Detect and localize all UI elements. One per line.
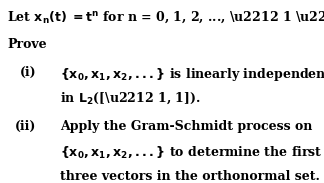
Text: in $\bf{L_2}$([\u2212 1, 1]).: in $\bf{L_2}$([\u2212 1, 1]). (60, 91, 201, 106)
Text: Let $\bf{x}_n\bf{(t)\ =t}^n$ for n = 0, 1, 2, ..., \u2212 1 \u2264 t \u2264 1.: Let $\bf{x}_n\bf{(t)\ =t}^n$ for n = 0, … (7, 9, 324, 25)
Text: Prove: Prove (7, 38, 47, 51)
Text: (i): (i) (19, 66, 36, 79)
Text: (ii): (ii) (15, 120, 36, 133)
Text: three vectors in the orthonormal set.: three vectors in the orthonormal set. (60, 170, 320, 183)
Text: $\bf{\{x_0, x_1, x_2, ...\}}$ is linearly independent: $\bf{\{x_0, x_1, x_2, ...\}}$ is linearl… (60, 66, 324, 83)
Text: $\bf{\{x_0, x_1, x_2, ...\}}$ to determine the first: $\bf{\{x_0, x_1, x_2, ...\}}$ to determi… (60, 145, 322, 161)
Text: Apply the Gram-Schmidt process on: Apply the Gram-Schmidt process on (60, 120, 312, 133)
